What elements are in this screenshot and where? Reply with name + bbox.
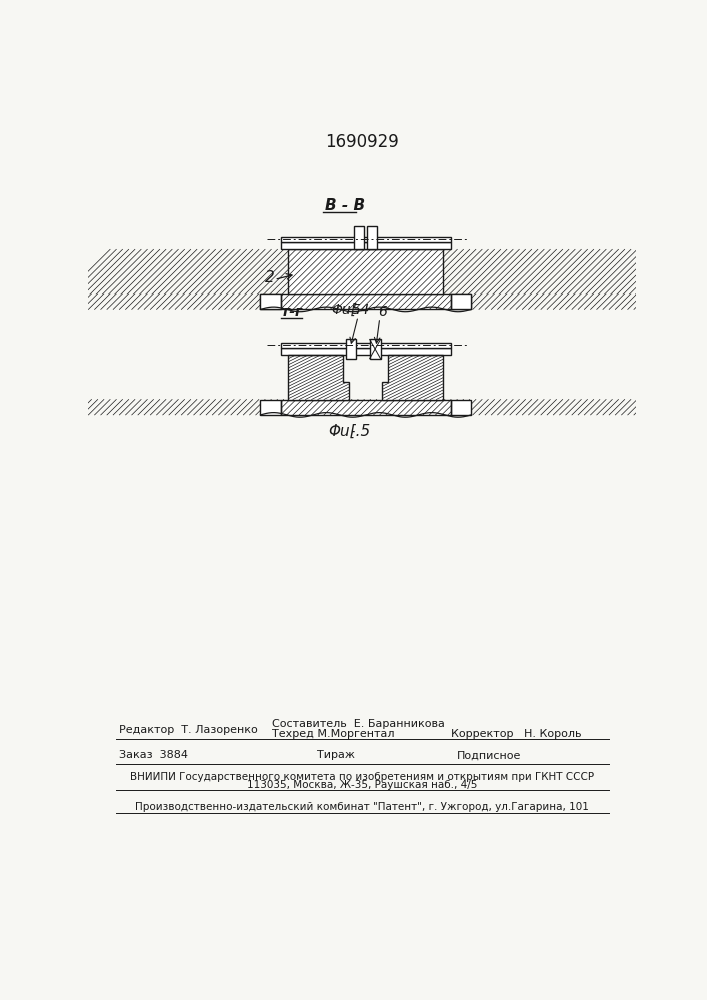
- Bar: [451, 294, 472, 309]
- Text: Производственно-издательский комбинат "Патент", г. Ужгород, ул.Гагарина, 101: Производственно-издательский комбинат "П…: [135, 802, 589, 812]
- Text: Тираж: Тираж: [317, 750, 355, 760]
- Bar: [281, 294, 451, 309]
- Bar: [354, 226, 364, 249]
- Bar: [288, 249, 443, 294]
- Text: 2: 2: [265, 270, 275, 285]
- Text: Техред М.Моргентал: Техред М.Моргентал: [272, 729, 395, 739]
- Text: Редактор  Т. Лазоренко: Редактор Т. Лазоренко: [119, 725, 258, 735]
- Bar: [281, 242, 451, 249]
- Text: Составитель  Е. Баранникова: Составитель Е. Баранникова: [272, 719, 445, 729]
- Bar: [451, 294, 472, 309]
- Text: 5: 5: [352, 303, 361, 317]
- Text: ВНИИПИ Государственного комитета по изобретениям и открытиям при ГКНТ СССР: ВНИИПИ Государственного комитета по изоб…: [130, 772, 594, 782]
- Text: Заказ  3884: Заказ 3884: [119, 750, 188, 760]
- Bar: [346, 339, 356, 359]
- Bar: [451, 400, 472, 415]
- Text: Подписное: Подписное: [457, 750, 522, 760]
- Text: B - B: B - B: [325, 198, 365, 213]
- Text: 113035, Москва, Ж-35, Раушская наб., 4/5: 113035, Москва, Ж-35, Раушская наб., 4/5: [247, 780, 477, 790]
- Bar: [281, 343, 451, 348]
- Text: г-г: г-г: [282, 305, 303, 319]
- Bar: [281, 400, 451, 415]
- Bar: [260, 294, 281, 309]
- Bar: [368, 226, 378, 249]
- Bar: [370, 339, 380, 359]
- Text: Φu⁅.4: Φu⁅.4: [331, 303, 369, 317]
- Text: 1690929: 1690929: [325, 133, 399, 151]
- Bar: [281, 348, 451, 355]
- Text: Φu⁅.5: Φu⁅.5: [329, 424, 371, 439]
- Bar: [281, 294, 451, 309]
- Bar: [260, 400, 281, 415]
- Polygon shape: [288, 355, 349, 400]
- Polygon shape: [382, 355, 443, 400]
- Bar: [260, 294, 281, 309]
- Bar: [281, 400, 451, 415]
- Bar: [288, 249, 443, 294]
- Text: 6: 6: [378, 305, 387, 319]
- Text: Корректор   Н. Король: Корректор Н. Король: [451, 729, 582, 739]
- Bar: [281, 237, 451, 242]
